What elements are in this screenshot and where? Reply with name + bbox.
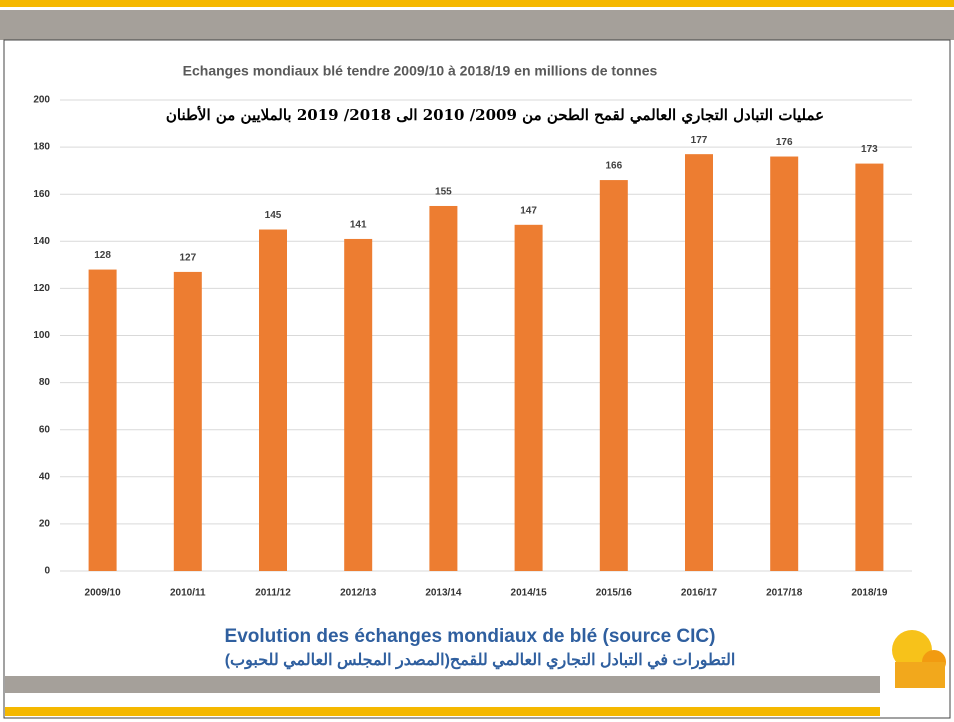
caption-french: Evolution des échanges mondiaux de blé (… xyxy=(225,626,716,647)
bottom-accent xyxy=(5,707,880,716)
value-label: 145 xyxy=(265,210,282,221)
value-label: 176 xyxy=(776,137,793,148)
bar xyxy=(429,205,458,571)
bar xyxy=(770,156,799,571)
bar xyxy=(344,238,373,571)
x-tick-label: 2011/12 xyxy=(255,588,291,599)
bottom-band xyxy=(5,676,880,693)
bar xyxy=(599,180,628,571)
logo xyxy=(892,630,946,688)
logo-shape xyxy=(895,662,945,688)
x-tick-label: 2010/11 xyxy=(170,588,206,599)
value-label: 155 xyxy=(435,187,452,198)
slide-frame xyxy=(3,39,951,719)
logo-shape xyxy=(892,630,932,670)
y-tick-label: 180 xyxy=(33,142,50,153)
y-tick-label: 80 xyxy=(39,377,51,388)
bar xyxy=(259,229,287,571)
x-tick-label: 2016/17 xyxy=(681,588,718,599)
top-band xyxy=(0,10,954,40)
value-label: 141 xyxy=(350,220,367,231)
value-label: 166 xyxy=(605,161,622,172)
caption-arabic: التطورات في التبادل التجاري العالمي للقم… xyxy=(225,652,736,670)
x-tick-label: 2018/19 xyxy=(851,588,888,599)
x-tick-label: 2014/15 xyxy=(511,588,548,599)
y-tick-label: 100 xyxy=(33,330,50,341)
bar xyxy=(173,271,202,571)
y-tick-label: 20 xyxy=(39,519,51,530)
x-tick-label: 2009/10 xyxy=(85,588,122,599)
chart-subtitle: عمليات التبادل التجاري العالمي لقمح الطح… xyxy=(166,105,824,125)
x-tick-label: 2015/16 xyxy=(596,588,633,599)
y-tick-label: 40 xyxy=(39,471,51,482)
y-tick-label: 200 xyxy=(33,95,50,106)
chart-title: Echanges mondiaux blé tendre 2009/10 à 2… xyxy=(183,63,658,79)
bar xyxy=(855,163,884,571)
y-tick-label: 60 xyxy=(39,424,51,435)
bar xyxy=(685,154,713,572)
bar xyxy=(514,224,543,571)
top-accent xyxy=(0,0,954,7)
x-tick-label: 2012/13 xyxy=(340,588,377,599)
value-label: 128 xyxy=(94,250,111,261)
value-label: 127 xyxy=(179,253,196,264)
bar xyxy=(88,269,117,571)
value-label: 173 xyxy=(861,144,878,155)
y-tick-label: 140 xyxy=(33,236,50,247)
y-tick-label: 120 xyxy=(33,283,50,294)
value-label: 177 xyxy=(691,135,708,146)
value-label: 147 xyxy=(520,205,537,216)
x-tick-label: 2013/14 xyxy=(425,588,462,599)
y-tick-label: 160 xyxy=(33,189,50,200)
x-tick-label: 2017/18 xyxy=(766,588,803,599)
y-tick-label: 0 xyxy=(44,566,50,577)
